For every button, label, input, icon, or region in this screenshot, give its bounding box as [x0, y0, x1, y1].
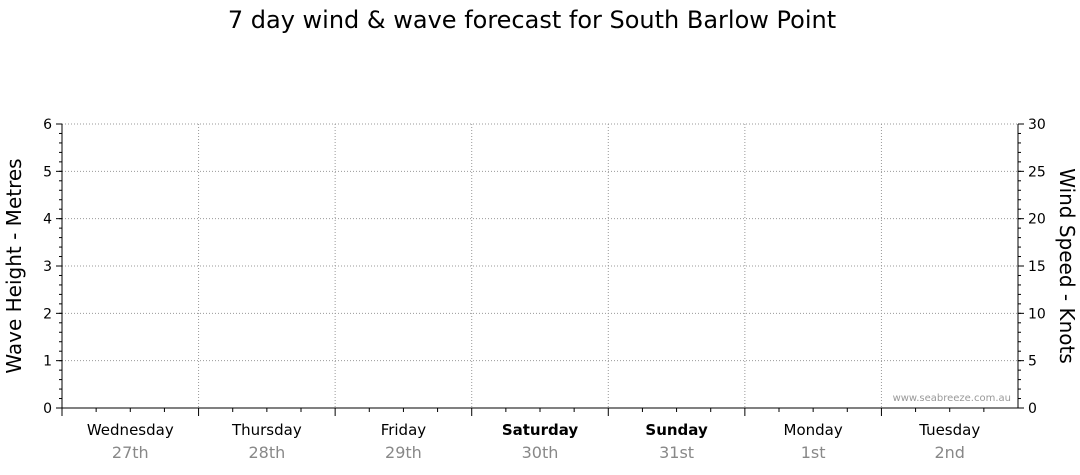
right-tick-label: 0 — [1028, 401, 1037, 417]
day-name-label: Monday — [784, 421, 843, 439]
day-date-label: 28th — [248, 443, 285, 462]
chart-title: 7 day wind & wave forecast for South Bar… — [228, 6, 836, 34]
day-name-label: Thursday — [231, 421, 302, 439]
x-axis-ticks: Wednesday 27th Thursday 28th Friday 29th Satur… — [61, 408, 985, 462]
right-tick-label: 30 — [1028, 117, 1046, 133]
left-axis-label: Wave Height - Metres — [2, 158, 26, 373]
right-tick-label: 20 — [1028, 212, 1046, 228]
left-tick-label: 4 — [43, 212, 52, 228]
left-tick-label: 5 — [43, 164, 52, 180]
day-date-label: 31st — [659, 443, 694, 462]
day-name-label: Saturday — [502, 421, 579, 439]
day-name-label: Tuesday — [918, 421, 980, 439]
right-tick-label: 25 — [1028, 164, 1046, 180]
right-tick-label: 5 — [1028, 354, 1037, 370]
watermark: www.seabreeze.com.au — [893, 393, 1011, 404]
left-axis-ticks: 0 1 2 3 4 5 6 — [43, 117, 62, 417]
left-tick-label: 6 — [43, 117, 52, 133]
left-tick-label: 1 — [43, 354, 52, 370]
right-axis-ticks: 0 5 10 15 20 25 30 — [1018, 117, 1046, 417]
day-date-label: 1st — [801, 443, 826, 462]
left-tick-label: 2 — [43, 306, 52, 322]
day-name-label: Sunday — [645, 421, 708, 439]
day-name-label: Wednesday — [87, 421, 174, 439]
left-tick-label: 3 — [43, 259, 52, 275]
day-date-label: 30th — [522, 443, 559, 462]
day-date-label: 27th — [112, 443, 149, 462]
right-tick-label: 15 — [1028, 259, 1046, 275]
grid-lines — [62, 123, 1018, 408]
right-axis-label: Wind Speed - Knots — [1055, 168, 1079, 364]
right-tick-label: 10 — [1028, 306, 1046, 322]
day-date-label: 29th — [385, 443, 422, 462]
left-tick-label: 0 — [43, 401, 52, 417]
day-name-label: Friday — [381, 421, 427, 439]
day-date-label: 2nd — [934, 443, 964, 462]
